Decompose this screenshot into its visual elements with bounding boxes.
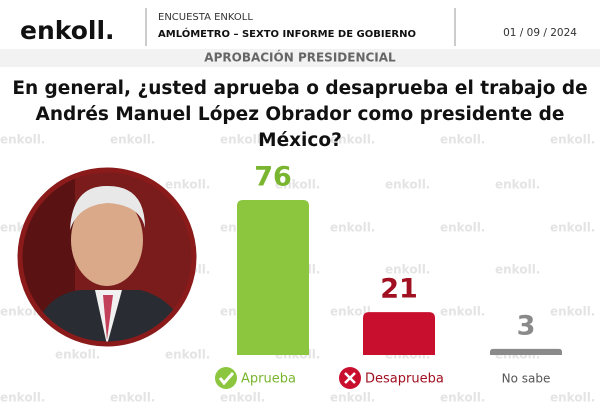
bar (237, 199, 309, 355)
watermark: enkoll. (550, 221, 595, 235)
value-label: 21 (380, 274, 418, 305)
watermark: enkoll. (330, 221, 375, 235)
category-label: Desaprueba (365, 372, 444, 387)
value-label: 3 (517, 310, 536, 341)
survey-subtitle: AMLÓMETRO – SEXTO INFORME DE GOBIERNO (158, 27, 416, 40)
watermark: enkoll. (275, 178, 320, 192)
watermark: enkoll. (55, 348, 100, 362)
bar (490, 348, 562, 355)
bar (363, 312, 435, 355)
watermark: enkoll. (165, 348, 210, 362)
watermark: enkoll. (495, 178, 540, 192)
watermark: enkoll. (550, 391, 595, 405)
watermark: enkoll. (440, 305, 485, 319)
survey-name: ENCUESTA ENKOLL (158, 12, 253, 23)
watermark: enkoll. (220, 133, 265, 147)
watermark: enkoll. (330, 391, 375, 405)
watermark: enkoll. (110, 391, 155, 405)
question: En general, ¿usted aprueba o desaprueba … (12, 78, 588, 151)
watermark: enkoll. (385, 178, 430, 192)
watermark: enkoll. (220, 391, 265, 405)
date: 01 / 09 / 2024 (503, 27, 577, 39)
bars: 76 Aprueba 21 Desaprueba 3 No sabe (215, 161, 562, 389)
photo-border (17, 167, 197, 347)
value-label: 76 (254, 161, 292, 192)
watermark: enkoll. (495, 263, 540, 277)
watermark: enkoll. (330, 133, 375, 147)
watermark: enkoll. (110, 133, 155, 147)
watermark: enkoll. (0, 391, 45, 405)
watermark: enkoll. (440, 391, 485, 405)
watermark: enkoll. (550, 133, 595, 147)
watermark: enkoll. (440, 221, 485, 235)
section-title: APROBACIÓN PRESIDENCIAL (204, 50, 396, 65)
check-icon (215, 367, 237, 389)
category-label: No sabe (502, 372, 551, 386)
watermark: enkoll. (385, 263, 430, 277)
x-icon (344, 372, 356, 384)
watermark: enkoll. (440, 133, 485, 147)
photo (21, 171, 193, 343)
watermark: enkoll. (165, 178, 210, 192)
section-band (0, 49, 600, 67)
watermark: enkoll. (0, 133, 45, 147)
category-label: Aprueba (241, 372, 296, 387)
watermark: enkoll. (550, 305, 595, 319)
check-icon (218, 371, 235, 386)
logo: enkoll. (20, 16, 115, 45)
